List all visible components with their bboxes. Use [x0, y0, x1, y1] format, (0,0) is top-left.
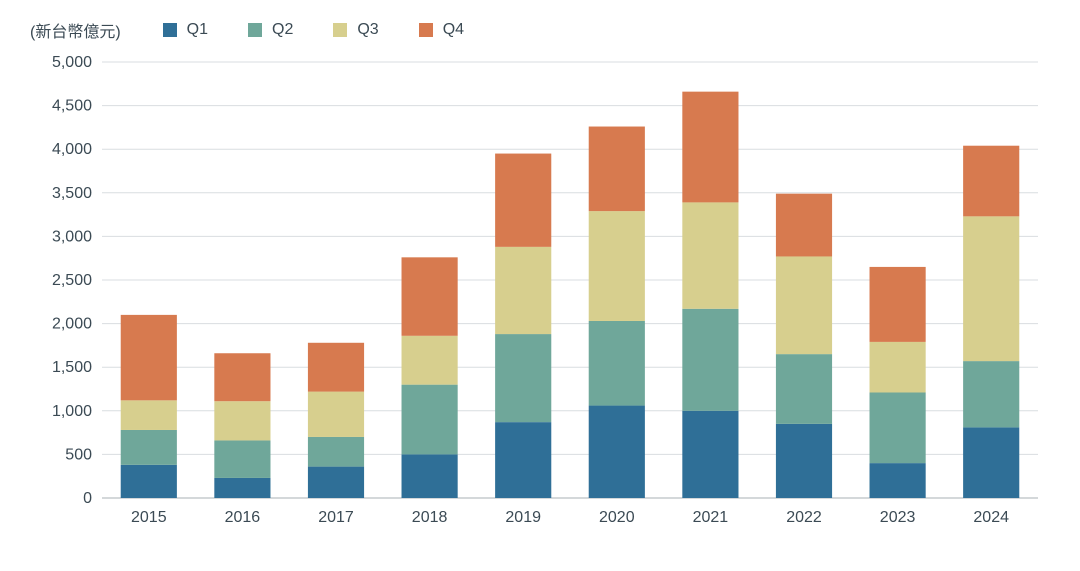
bar-segment-q4	[776, 194, 832, 257]
bar-segment-q1	[214, 478, 270, 498]
bar-segment-q3	[776, 256, 832, 354]
svg-text:2,000: 2,000	[52, 316, 92, 333]
bar-segment-q4	[121, 315, 177, 400]
bar-segment-q4	[308, 343, 364, 392]
bar-segment-q1	[870, 463, 926, 498]
bar-segment-q2	[121, 430, 177, 465]
bar-segment-q1	[121, 465, 177, 498]
bar-segment-q3	[870, 342, 926, 393]
legend-item-q1: Q1	[163, 21, 208, 39]
bar-segment-q3	[214, 401, 270, 440]
svg-text:500: 500	[65, 446, 92, 463]
plot-area: 0 500 1,000 1,500 2,000 2,500 3,000 3,500 4,000 4…	[30, 52, 1050, 532]
svg-text:2021: 2021	[693, 509, 729, 526]
legend-swatch-q3	[333, 23, 347, 37]
svg-text:2018: 2018	[412, 509, 448, 526]
bar-segment-q4	[214, 353, 270, 401]
svg-text:2,500: 2,500	[52, 272, 92, 289]
bar-segment-q1	[589, 406, 645, 498]
chart-container: (新台幣億元) Q1 Q2 Q3 Q4 0 500 1,000 1,500 2,000 2…	[0, 0, 1080, 571]
bar-segment-q3	[495, 247, 551, 334]
svg-text:1,000: 1,000	[52, 403, 92, 420]
bar-segment-q4	[495, 154, 551, 247]
legend-swatch-q2	[248, 23, 262, 37]
bar-segment-q2	[308, 437, 364, 467]
svg-text:2015: 2015	[131, 509, 167, 526]
bar-segment-q4	[870, 267, 926, 342]
svg-text:3,500: 3,500	[52, 185, 92, 202]
bar-segment-q2	[495, 334, 551, 422]
legend-label: Q4	[443, 21, 464, 39]
bar-segment-q2	[870, 392, 926, 463]
svg-text:3,000: 3,000	[52, 228, 92, 245]
bar-segment-q1	[308, 467, 364, 498]
bar-segment-q3	[589, 211, 645, 321]
legend-swatch-q4	[419, 23, 433, 37]
bar-segment-q3	[963, 216, 1019, 361]
legend-label: Q3	[357, 21, 378, 39]
unit-label: (新台幣億元)	[30, 18, 121, 42]
svg-text:0: 0	[83, 490, 92, 507]
svg-text:2020: 2020	[599, 509, 635, 526]
svg-text:2023: 2023	[880, 509, 916, 526]
bar-segment-q2	[682, 309, 738, 411]
bar-segment-q3	[402, 336, 458, 385]
chart-header: (新台幣億元) Q1 Q2 Q3 Q4	[30, 18, 1050, 42]
bar-segment-q2	[214, 440, 270, 477]
stacked-bar-svg: 0 500 1,000 1,500 2,000 2,500 3,000 3,500 4,000 4…	[30, 52, 1050, 532]
bar-segment-q1	[963, 427, 1019, 498]
svg-text:2016: 2016	[225, 509, 261, 526]
legend-item-q4: Q4	[419, 21, 464, 39]
bar-segment-q3	[308, 392, 364, 437]
legend-item-q2: Q2	[248, 21, 293, 39]
svg-text:2019: 2019	[505, 509, 541, 526]
svg-text:1,500: 1,500	[52, 359, 92, 376]
legend-label: Q2	[272, 21, 293, 39]
bar-segment-q2	[776, 354, 832, 424]
bar-segment-q2	[402, 385, 458, 455]
bar-segment-q4	[963, 146, 1019, 217]
svg-text:2024: 2024	[973, 509, 1009, 526]
bar-segment-q1	[402, 454, 458, 498]
svg-text:5,000: 5,000	[52, 54, 92, 71]
bar-segment-q2	[963, 361, 1019, 427]
svg-text:2022: 2022	[786, 509, 822, 526]
legend-label: Q1	[187, 21, 208, 39]
bar-segment-q3	[682, 202, 738, 308]
bar-segment-q4	[682, 92, 738, 203]
bar-segment-q4	[589, 127, 645, 212]
svg-text:2017: 2017	[318, 509, 354, 526]
bar-segment-q3	[121, 400, 177, 430]
bar-segment-q1	[682, 411, 738, 498]
bar-segment-q1	[495, 422, 551, 498]
bar-segment-q4	[402, 257, 458, 335]
svg-text:4,000: 4,000	[52, 141, 92, 158]
bar-segment-q2	[589, 321, 645, 406]
legend-item-q3: Q3	[333, 21, 378, 39]
legend: Q1 Q2 Q3 Q4	[163, 21, 464, 39]
bar-segment-q1	[776, 424, 832, 498]
legend-swatch-q1	[163, 23, 177, 37]
svg-text:4,500: 4,500	[52, 98, 92, 115]
